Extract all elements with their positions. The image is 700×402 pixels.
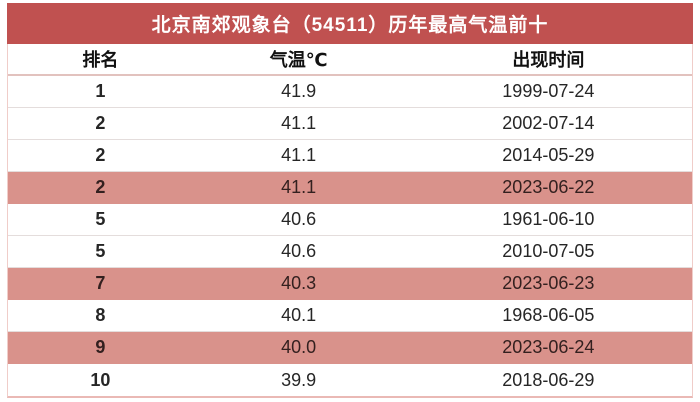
column-header-date: 出现时间 — [512, 50, 585, 70]
temperature-table: 排名 气温℃ 出现时间 1 41.9 1999-07-24 2 41.1 2002-07-… — [7, 44, 693, 398]
temperature-cell: 40.6 — [281, 209, 317, 229]
rank-cell: 9 — [95, 337, 106, 357]
temperature-ranking-card: 北京南郊观象台（54511）历年最高气温前十 排名 气温℃ 出现时间 1 41.9… — [7, 3, 693, 398]
table-row: 1 41.9 1999-07-24 — [8, 76, 692, 108]
temperature-cell: 39.9 — [281, 369, 317, 390]
date-cell: 2018-06-29 — [502, 369, 595, 390]
date-cell: 2023-06-24 — [502, 337, 595, 357]
table-row: 10 39.9 2018-06-29 — [8, 364, 692, 396]
rank-cell: 10 — [90, 369, 111, 390]
table-row: 9 40.0 2023-06-24 — [8, 332, 692, 364]
table-row: 7 40.3 2023-06-23 — [8, 268, 692, 300]
table-title: 北京南郊观象台（54511）历年最高气温前十 — [7, 3, 693, 44]
temperature-cell: 41.9 — [281, 81, 317, 101]
rank-cell: 8 — [95, 305, 106, 325]
table-header-row: 排名 气温℃ 出现时间 — [8, 44, 692, 76]
table-row: 2 41.1 2014-05-29 — [8, 140, 692, 172]
column-header-rank: 排名 — [82, 50, 119, 70]
date-cell: 1999-07-24 — [502, 81, 595, 101]
temperature-cell: 41.1 — [281, 177, 317, 197]
rank-cell: 5 — [95, 241, 106, 261]
rank-cell: 1 — [95, 81, 106, 101]
rank-cell: 2 — [95, 145, 106, 165]
date-cell: 2014-05-29 — [502, 145, 595, 165]
date-cell: 2010-07-05 — [502, 241, 595, 261]
table-row: 8 40.1 1968-06-05 — [8, 300, 692, 332]
column-header-temperature: 气温℃ — [269, 50, 328, 70]
rank-cell: 7 — [95, 273, 106, 293]
table-row: 2 41.1 2023-06-22 — [8, 172, 692, 204]
rank-cell: 2 — [95, 177, 106, 197]
temperature-cell: 40.3 — [281, 273, 317, 293]
date-cell: 1968-06-05 — [502, 305, 595, 325]
temperature-cell: 40.1 — [281, 305, 317, 325]
date-cell: 2002-07-14 — [502, 113, 595, 133]
table-row: 2 41.1 2002-07-14 — [8, 108, 692, 140]
date-cell: 1961-06-10 — [502, 209, 595, 229]
table-row: 5 40.6 1961-06-10 — [8, 204, 692, 236]
temperature-cell: 41.1 — [281, 113, 317, 133]
temperature-cell: 41.1 — [281, 145, 317, 165]
rank-cell: 2 — [95, 113, 106, 133]
table-row: 5 40.6 2010-07-05 — [8, 236, 692, 268]
table-body: 1 41.9 1999-07-24 2 41.1 2002-07-14 2 41.1 2014-… — [8, 76, 692, 396]
rank-cell: 5 — [95, 209, 106, 229]
temperature-cell: 40.0 — [281, 337, 317, 357]
temperature-cell: 40.6 — [281, 241, 317, 261]
date-cell: 2023-06-22 — [502, 177, 595, 197]
date-cell: 2023-06-23 — [502, 273, 595, 293]
